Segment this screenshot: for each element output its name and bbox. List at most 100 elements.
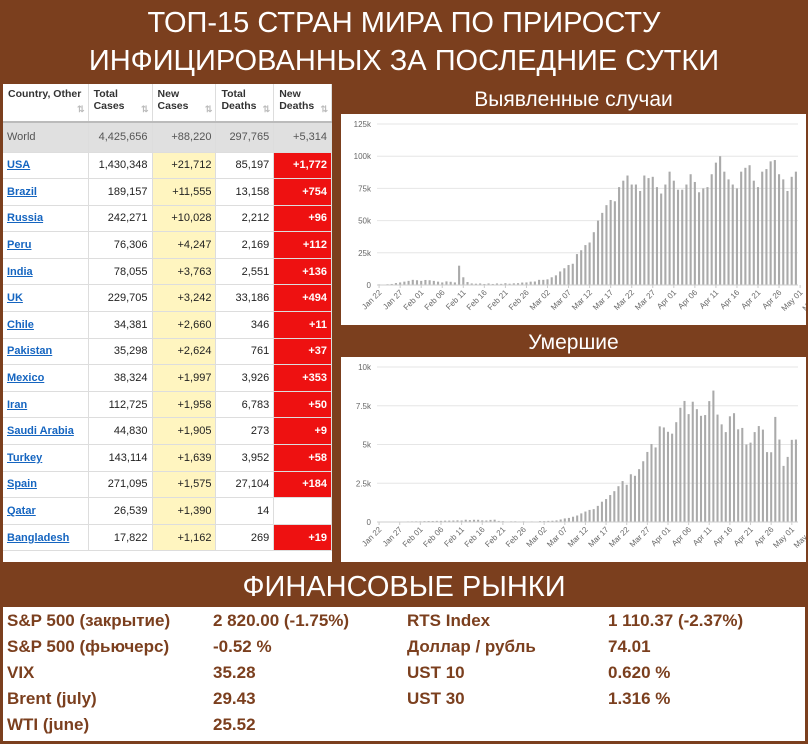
y-tick-label: 50k bbox=[358, 217, 372, 226]
cell-total-deaths: 2,551 bbox=[215, 258, 275, 286]
x-tick-label: Mar 02 bbox=[525, 525, 549, 549]
bar bbox=[432, 280, 435, 285]
bar bbox=[679, 407, 682, 522]
sort-icon: ⇅ bbox=[262, 104, 271, 114]
cell-country[interactable]: Turkey bbox=[3, 444, 89, 472]
table-header-row: Country, Other ⇅ Total Cases ⇅ New Cases ⇅ … bbox=[3, 84, 332, 123]
bar bbox=[609, 199, 612, 285]
bar bbox=[761, 429, 764, 522]
bar bbox=[567, 517, 570, 522]
cell-country[interactable]: Mexico bbox=[3, 364, 89, 392]
bar bbox=[575, 254, 579, 285]
x-tick-label: Mar 22 bbox=[612, 288, 636, 312]
cell-country[interactable]: Saudi Arabia bbox=[3, 417, 89, 446]
bar bbox=[687, 414, 690, 522]
x-tick-label: Apr 16 bbox=[718, 288, 741, 311]
header-country[interactable]: Country, Other ⇅ bbox=[3, 84, 89, 123]
bar bbox=[633, 475, 636, 522]
cell-country[interactable]: Chile bbox=[3, 311, 89, 339]
bar bbox=[638, 469, 641, 522]
cell-country[interactable]: Iran bbox=[3, 391, 89, 419]
page-title: ТОП-15 СТРАН МИРА ПО ПРИРОСТУ ИНФИЦИРОВА… bbox=[0, 0, 808, 82]
x-tick-label: May 01 bbox=[780, 288, 805, 313]
bar bbox=[483, 283, 486, 285]
cell-country[interactable]: UK bbox=[3, 284, 89, 313]
bar bbox=[424, 279, 427, 285]
bar bbox=[609, 495, 612, 522]
x-tick-label: Apr 11 bbox=[691, 525, 714, 548]
finance-label: UST 30 bbox=[407, 689, 465, 708]
bar bbox=[477, 519, 480, 522]
bar bbox=[584, 511, 587, 522]
table-row: Chile 34,381 +2,660 346 +11 bbox=[3, 311, 332, 339]
cell-new-deaths: +96 bbox=[273, 205, 332, 233]
cell-new-cases: +1,905 bbox=[152, 417, 217, 446]
header-total-cases[interactable]: Total Cases ⇅ bbox=[88, 84, 153, 123]
bar bbox=[724, 432, 727, 522]
bar bbox=[538, 279, 541, 285]
table-row: USA 1,430,348 +21,712 85,197 +1,772 bbox=[3, 152, 332, 180]
bar bbox=[655, 187, 659, 285]
bar bbox=[468, 520, 471, 522]
bar bbox=[563, 518, 566, 522]
bar bbox=[420, 280, 423, 285]
bar bbox=[399, 282, 402, 285]
bar bbox=[613, 201, 616, 285]
bar bbox=[431, 520, 434, 522]
finance-label: VIX bbox=[7, 663, 35, 682]
cell-country[interactable]: Russia bbox=[3, 205, 89, 233]
y-tick-label: 75k bbox=[358, 184, 372, 193]
bar bbox=[512, 283, 515, 285]
cell-total-deaths: 13,158 bbox=[215, 178, 275, 206]
bar bbox=[460, 520, 463, 522]
cell-country[interactable]: Pakistan bbox=[3, 338, 89, 366]
bar bbox=[487, 283, 490, 285]
bar bbox=[571, 263, 574, 285]
x-tick-label: Feb 11 bbox=[444, 288, 468, 312]
finance-value: 35.28 bbox=[213, 663, 256, 682]
cell-country[interactable]: Brazil bbox=[3, 178, 89, 206]
bar bbox=[664, 184, 667, 285]
cell-total-deaths: 2,212 bbox=[215, 205, 275, 233]
bar bbox=[605, 499, 608, 522]
cell-new-cases: +11,555 bbox=[152, 178, 217, 206]
cell-new-deaths: +754 bbox=[273, 178, 332, 206]
x-tick-label: May 01 bbox=[771, 525, 796, 550]
cell-country[interactable]: Bangladesh bbox=[3, 524, 89, 552]
x-tick-label: Feb 16 bbox=[465, 288, 489, 312]
bar bbox=[773, 160, 776, 285]
x-tick-label: Apr 01 bbox=[655, 288, 678, 311]
cell-new-cases: +1,958 bbox=[152, 391, 217, 419]
sort-icon: ⇅ bbox=[320, 104, 328, 114]
bar bbox=[716, 414, 719, 522]
bar bbox=[588, 509, 591, 522]
cell-country[interactable]: India bbox=[3, 258, 89, 286]
x-tick-label: Mar 27 bbox=[628, 525, 652, 549]
cell-new-deaths bbox=[273, 497, 332, 525]
bar bbox=[794, 439, 797, 522]
cell-new-cases: +21,712 bbox=[152, 152, 217, 180]
bar bbox=[731, 184, 734, 285]
bar bbox=[727, 179, 730, 285]
bar bbox=[542, 279, 545, 285]
header-total-deaths[interactable]: Total Deaths ⇅ bbox=[215, 84, 275, 123]
bar bbox=[782, 465, 785, 522]
header-new-cases[interactable]: New Cases ⇅ bbox=[152, 84, 217, 123]
table-row: Brazil 189,157 +11,555 13,158 +754 bbox=[3, 178, 332, 206]
bar bbox=[453, 282, 456, 285]
header-new-deaths[interactable]: New Deaths ⇅ bbox=[273, 84, 332, 123]
cell-country[interactable]: USA bbox=[3, 152, 89, 180]
finance-label: RTS Index bbox=[407, 611, 491, 630]
cell-new-cases: +1,575 bbox=[152, 471, 217, 499]
bar bbox=[547, 520, 550, 522]
cell-country[interactable]: Qatar bbox=[3, 497, 89, 525]
bar bbox=[584, 245, 587, 285]
cell-country[interactable]: Peru bbox=[3, 231, 89, 259]
bar bbox=[546, 279, 549, 285]
cell-country[interactable]: Spain bbox=[3, 471, 89, 499]
bar bbox=[770, 452, 773, 522]
bar bbox=[691, 401, 694, 522]
bar bbox=[493, 519, 496, 522]
